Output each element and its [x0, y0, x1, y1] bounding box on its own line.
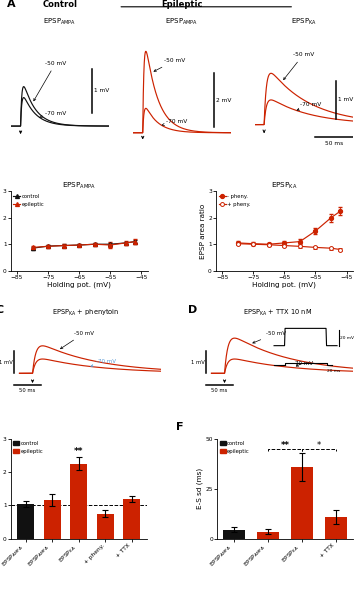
- Text: -50 mV: -50 mV: [253, 331, 286, 343]
- Text: Control: Control: [42, 0, 77, 9]
- Text: -70 mV: -70 mV: [293, 361, 313, 366]
- Bar: [96, 514, 114, 539]
- Bar: [223, 530, 245, 539]
- Text: D: D: [188, 304, 197, 314]
- Text: -70 mV: -70 mV: [91, 359, 116, 366]
- Y-axis label: E-S sd (ms): E-S sd (ms): [196, 468, 203, 509]
- X-axis label: Holding pot. (mV): Holding pot. (mV): [252, 282, 316, 288]
- Legend: - pheny., + pheny.: - pheny., + pheny.: [219, 194, 251, 207]
- Text: -70 mV: -70 mV: [297, 102, 321, 110]
- Text: 1 mV: 1 mV: [0, 360, 13, 365]
- Bar: [44, 500, 61, 539]
- Text: -50 mV: -50 mV: [34, 61, 66, 101]
- Text: F: F: [176, 423, 184, 433]
- Title: EPSP$_\mathrm{KA}$: EPSP$_\mathrm{KA}$: [271, 181, 298, 191]
- Text: 50 ms: 50 ms: [19, 388, 36, 393]
- Bar: [257, 532, 279, 539]
- Title: EPSP$_\mathrm{AMPA}$: EPSP$_\mathrm{AMPA}$: [62, 181, 96, 191]
- Text: 1 mV: 1 mV: [191, 360, 205, 365]
- Legend: control, epileptic: control, epileptic: [220, 441, 250, 454]
- Bar: [325, 517, 347, 539]
- Text: **: **: [280, 440, 289, 449]
- Legend: control, epileptic: control, epileptic: [13, 441, 44, 454]
- Bar: [123, 498, 140, 539]
- Text: -50 mV: -50 mV: [60, 331, 94, 349]
- Text: EPSP$_\mathrm{KA}$: EPSP$_\mathrm{KA}$: [291, 17, 317, 27]
- Text: -50 mV: -50 mV: [284, 52, 314, 80]
- Text: *: *: [316, 440, 321, 449]
- Text: -70 mV: -70 mV: [162, 119, 187, 126]
- Text: EPSP$_\mathrm{AMPA}$: EPSP$_\mathrm{AMPA}$: [165, 17, 198, 27]
- Text: -50 mV: -50 mV: [154, 58, 185, 72]
- Text: 50 ms: 50 ms: [211, 388, 228, 393]
- Legend: control, epileptic: control, epileptic: [13, 194, 45, 207]
- Title: EPSP$_\mathrm{KA}$ + phenytoin: EPSP$_\mathrm{KA}$ + phenytoin: [52, 308, 120, 318]
- Bar: [291, 466, 313, 539]
- Y-axis label: EPSP area ratio: EPSP area ratio: [200, 204, 206, 259]
- Y-axis label: EPSP area ratio: EPSP area ratio: [0, 204, 1, 259]
- Text: C: C: [0, 304, 4, 314]
- X-axis label: Holding pot. (mV): Holding pot. (mV): [47, 282, 111, 288]
- Text: 1 mV: 1 mV: [338, 98, 353, 102]
- Text: 2 mV: 2 mV: [216, 98, 231, 102]
- Text: Epileptic: Epileptic: [161, 0, 203, 9]
- Text: EPSP$_\mathrm{AMPA}$: EPSP$_\mathrm{AMPA}$: [43, 17, 76, 27]
- Bar: [17, 504, 34, 539]
- Bar: [70, 464, 87, 539]
- Text: -70 mV: -70 mV: [40, 111, 66, 118]
- Text: A: A: [7, 0, 15, 9]
- Text: 1 mV: 1 mV: [94, 88, 109, 94]
- Text: 50 ms: 50 ms: [325, 140, 343, 146]
- Text: **: **: [74, 447, 84, 456]
- Title: EPSP$_\mathrm{KA}$ + TTX 10 nM: EPSP$_\mathrm{KA}$ + TTX 10 nM: [243, 308, 312, 318]
